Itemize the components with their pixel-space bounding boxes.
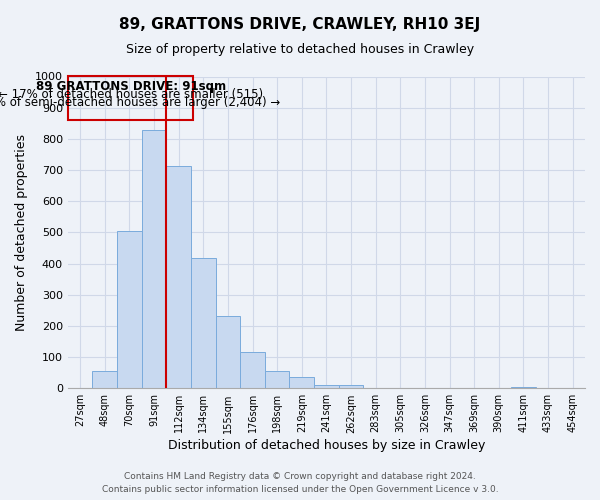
Bar	[215, 316, 240, 388]
Text: 81% of semi-detached houses are larger (2,404) →: 81% of semi-detached houses are larger (…	[0, 96, 281, 109]
Bar	[265, 370, 289, 388]
Bar	[166, 166, 191, 388]
Bar	[117, 231, 142, 388]
Text: 89 GRATTONS DRIVE: 91sqm: 89 GRATTONS DRIVE: 91sqm	[35, 80, 226, 93]
Y-axis label: Number of detached properties: Number of detached properties	[15, 134, 28, 331]
Bar	[314, 384, 339, 388]
Bar	[339, 384, 364, 388]
X-axis label: Distribution of detached houses by size in Crawley: Distribution of detached houses by size …	[168, 440, 485, 452]
Bar	[92, 370, 117, 388]
Text: Contains public sector information licensed under the Open Government Licence v : Contains public sector information licen…	[101, 485, 499, 494]
Text: Size of property relative to detached houses in Crawley: Size of property relative to detached ho…	[126, 42, 474, 56]
Text: Contains HM Land Registry data © Crown copyright and database right 2024.: Contains HM Land Registry data © Crown c…	[124, 472, 476, 481]
Bar	[191, 258, 215, 388]
Bar	[240, 352, 265, 389]
Text: 89, GRATTONS DRIVE, CRAWLEY, RH10 3EJ: 89, GRATTONS DRIVE, CRAWLEY, RH10 3EJ	[119, 18, 481, 32]
Bar	[289, 378, 314, 388]
Bar	[142, 130, 166, 388]
Text: ← 17% of detached houses are smaller (515): ← 17% of detached houses are smaller (51…	[0, 88, 263, 101]
Bar	[68, 76, 193, 120]
Bar	[511, 387, 536, 388]
